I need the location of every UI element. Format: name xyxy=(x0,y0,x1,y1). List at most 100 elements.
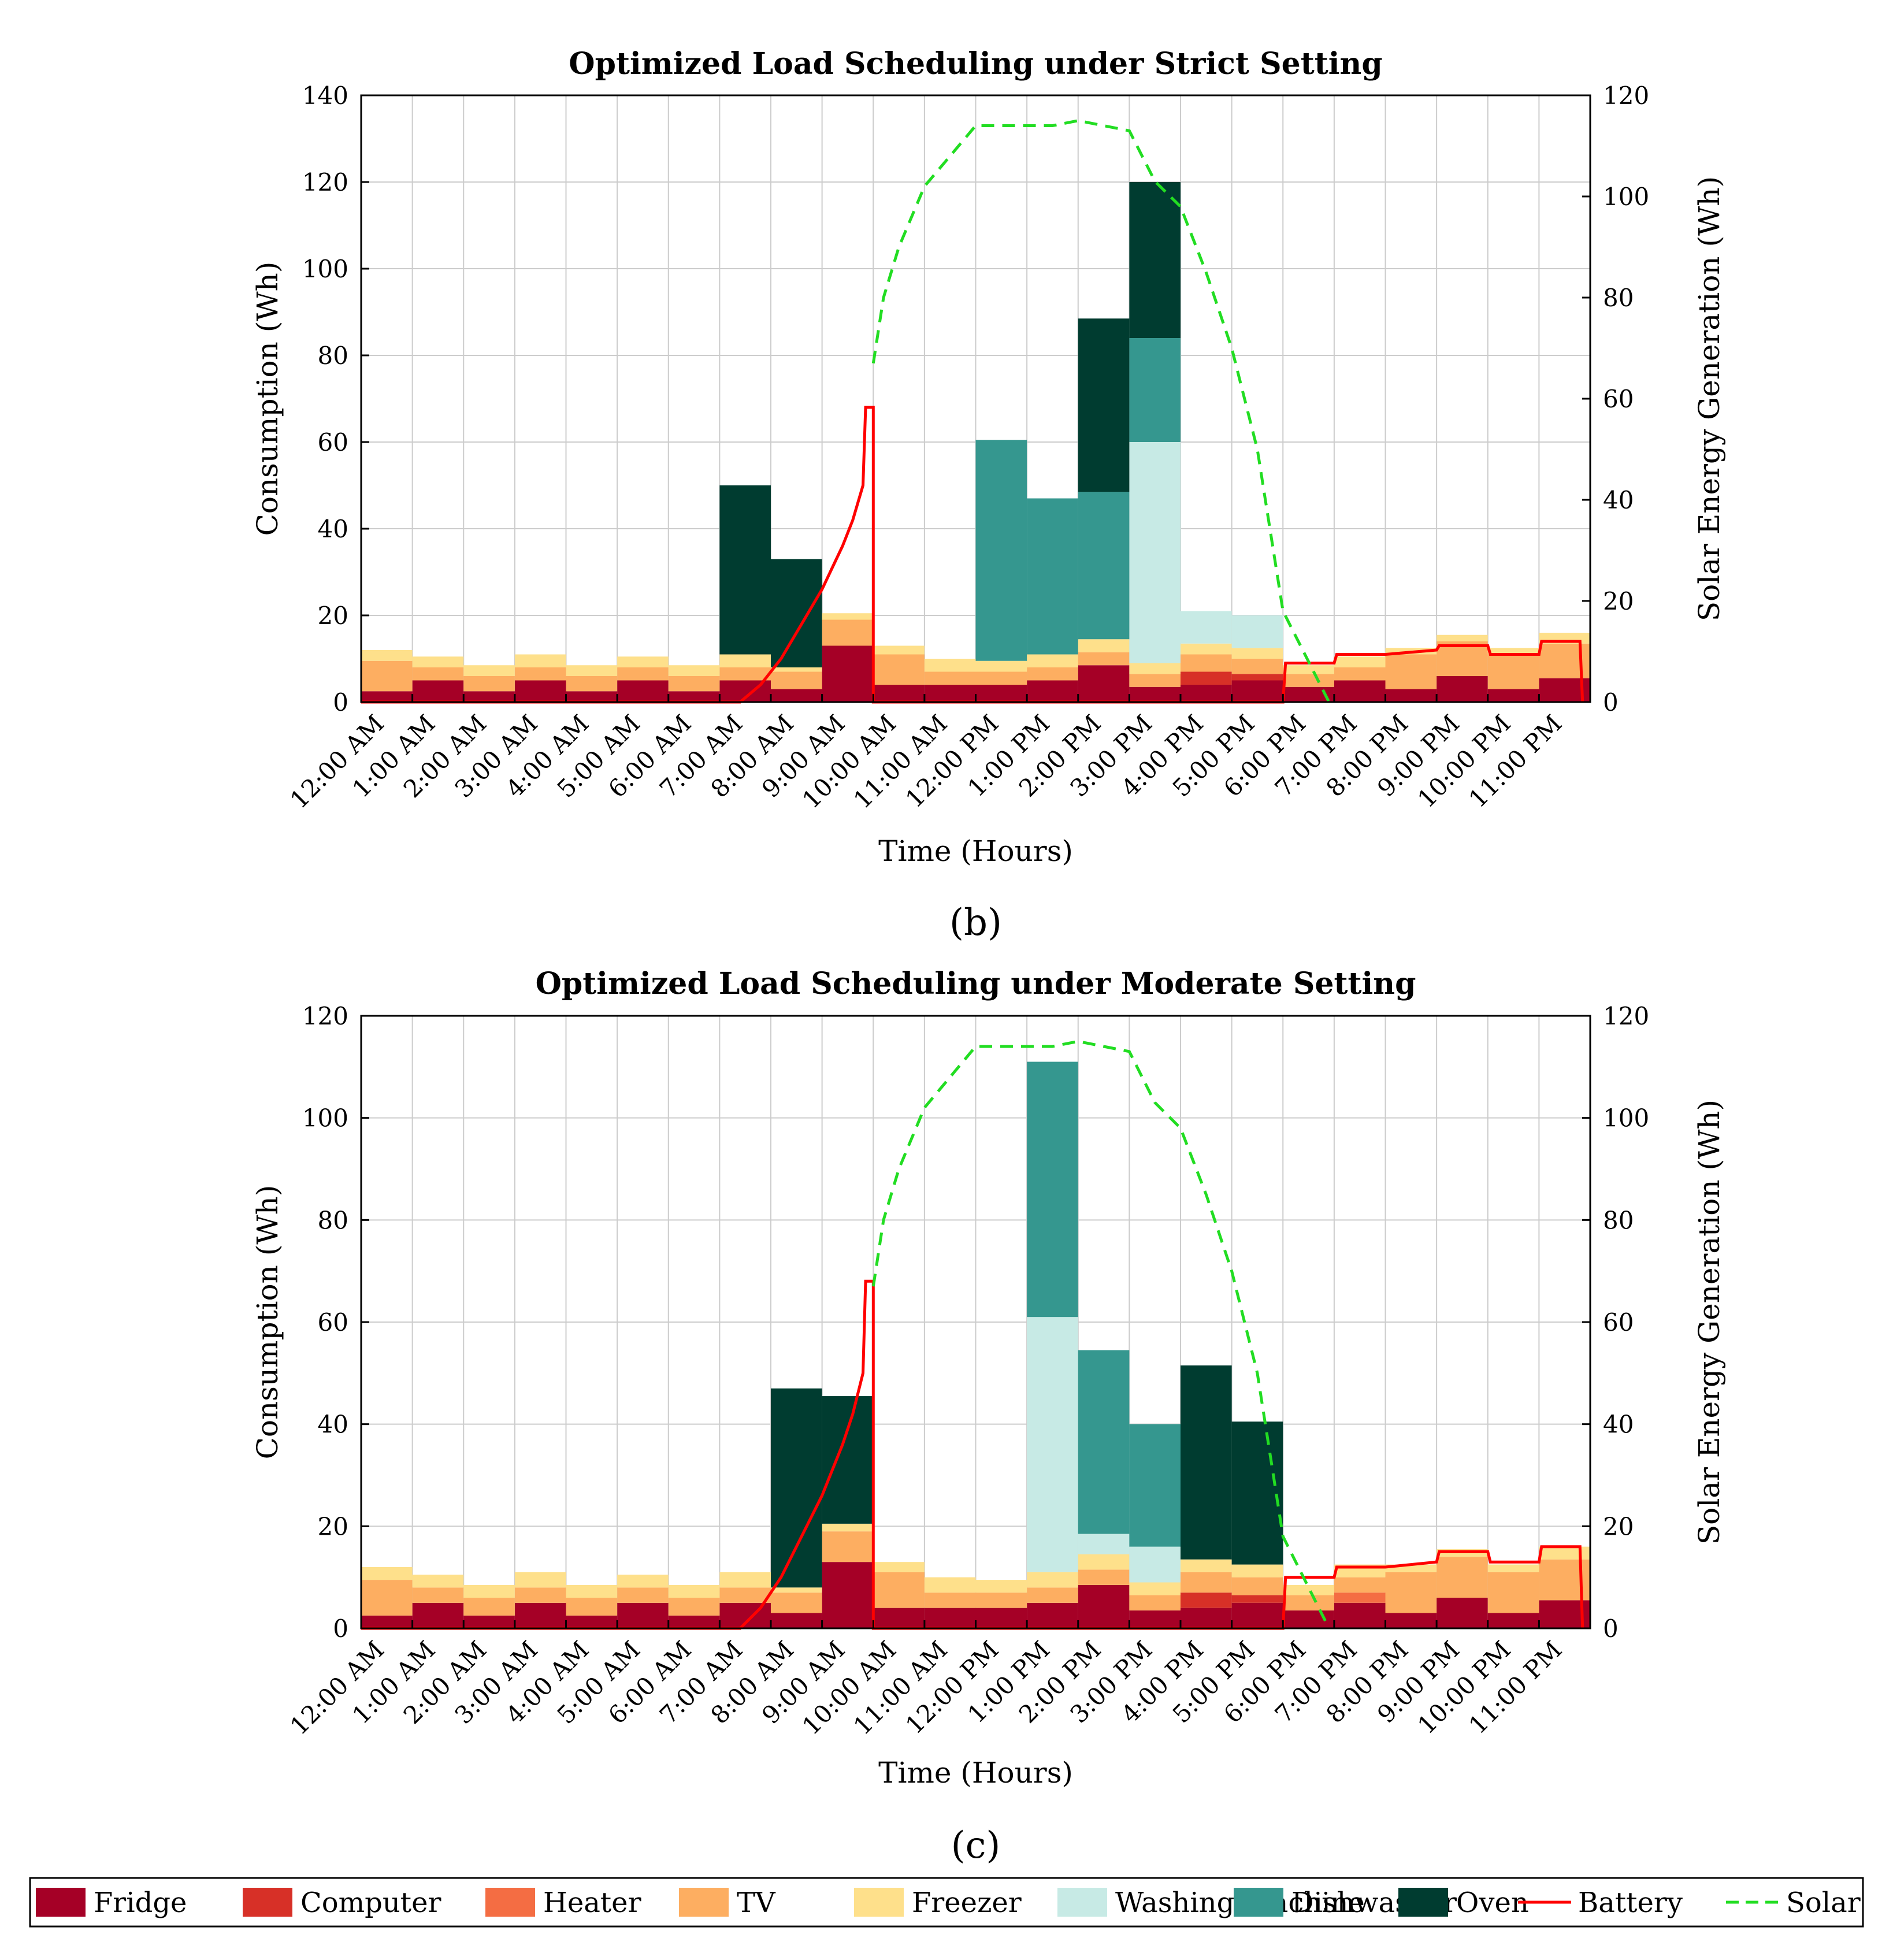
bar-heater xyxy=(1334,1592,1386,1603)
bar-dishwasher xyxy=(1129,1424,1181,1547)
bar-fridge xyxy=(412,680,464,702)
panel-label: (b) xyxy=(949,901,1002,944)
bar-fridge xyxy=(566,1615,618,1628)
y2-tick-label: 0 xyxy=(1603,688,1619,717)
bar-tv xyxy=(412,1587,464,1603)
legend: Fridge Computer Heater TV Freezer Washing Mac… xyxy=(29,1877,1864,1928)
bar-freezer xyxy=(514,1572,566,1588)
bar-tv xyxy=(617,1587,669,1603)
bar-fridge xyxy=(1487,1613,1539,1628)
legend-swatch-fridge xyxy=(36,1888,86,1917)
bar-oven xyxy=(1231,1421,1283,1565)
bar-computer xyxy=(1231,674,1283,681)
y2-axis-label: Solar Energy Generation (Wh) xyxy=(1692,176,1726,621)
y-tick-label: 20 xyxy=(318,602,348,630)
bar-tv xyxy=(361,1580,413,1616)
bar-fridge xyxy=(1181,1608,1232,1628)
bar-freezer xyxy=(771,667,822,672)
legend-swatch-dishwasher xyxy=(1234,1888,1283,1917)
bar-fridge xyxy=(1437,1598,1488,1628)
chart-title: Optimized Load Scheduling under Moderate… xyxy=(536,966,1416,1001)
y2-tick-label: 80 xyxy=(1603,284,1634,312)
bar-freezer xyxy=(668,1584,720,1598)
bar-oven xyxy=(1181,1365,1232,1560)
chart-title: Optimized Load Scheduling under Strict S… xyxy=(569,46,1382,81)
bar-freezer xyxy=(822,613,874,620)
bar-freezer xyxy=(1487,1564,1539,1572)
bar-fridge xyxy=(514,680,566,702)
bar-tv xyxy=(1487,654,1539,689)
bar-tv xyxy=(822,1531,874,1562)
bar-freezer xyxy=(463,1584,515,1598)
bar-tv xyxy=(873,654,925,685)
bar-tv xyxy=(1027,1587,1078,1603)
legend-label-heater: Heater xyxy=(543,1887,641,1919)
bar-freezer xyxy=(822,1523,874,1532)
bar-fridge xyxy=(566,691,618,702)
bar-tv xyxy=(566,676,618,692)
bar-freezer xyxy=(975,660,1027,672)
bar-fridge xyxy=(771,689,822,702)
bar-tv xyxy=(1181,1572,1232,1593)
bar-fridge xyxy=(1129,1610,1181,1628)
bar-washing-machine xyxy=(1078,1534,1130,1554)
bar-tv xyxy=(668,676,720,692)
bar-tv xyxy=(1437,1557,1488,1598)
bar-dishwasher xyxy=(1129,338,1181,442)
y2-tick-label: 20 xyxy=(1603,1512,1634,1540)
bar-computer xyxy=(1181,1592,1232,1608)
y2-tick-label: 80 xyxy=(1603,1206,1634,1234)
bar-tv xyxy=(719,1587,771,1603)
bar-computer xyxy=(1231,1595,1283,1603)
y-tick-label: 140 xyxy=(302,81,348,110)
bar-tv xyxy=(822,619,874,646)
bar-tv xyxy=(463,1598,515,1616)
y2-tick-label: 20 xyxy=(1603,587,1634,615)
y-tick-label: 40 xyxy=(318,515,348,543)
bar-fridge xyxy=(975,685,1027,702)
y-tick-label: 80 xyxy=(318,341,348,370)
bar-freezer xyxy=(1078,639,1130,652)
bar-oven xyxy=(1078,318,1130,492)
bar-tv xyxy=(1231,659,1283,674)
bar-freezer xyxy=(873,1562,925,1572)
bar-tv xyxy=(566,1598,618,1616)
bar-tv xyxy=(1385,1572,1437,1613)
bar-fridge xyxy=(771,1613,822,1628)
legend-label-freezer: Freezer xyxy=(912,1887,1022,1919)
bar-fridge xyxy=(1129,686,1181,702)
bar-freezer xyxy=(463,665,515,676)
panel-label: (c) xyxy=(951,1824,1001,1867)
bar-freezer xyxy=(1487,648,1539,655)
legend-label-computer: Computer xyxy=(300,1887,441,1919)
bar-washing-machine xyxy=(1129,442,1181,663)
bar-tv xyxy=(975,671,1027,685)
bar-oven xyxy=(771,1388,822,1588)
bar-tv xyxy=(617,667,669,681)
bar-fridge xyxy=(617,680,669,702)
bar-tv xyxy=(1078,1569,1130,1585)
y-tick-label: 0 xyxy=(333,688,348,717)
bar-fridge xyxy=(975,1608,1027,1628)
bar-fridge xyxy=(361,691,413,702)
bar-tv xyxy=(668,1598,720,1616)
y2-tick-label: 120 xyxy=(1603,1002,1649,1030)
legend-label-tv: TV xyxy=(737,1887,776,1919)
bar-freezer xyxy=(1539,1546,1590,1560)
bar-tv xyxy=(361,660,413,692)
bar-freezer xyxy=(873,645,925,655)
legend-swatch-oven xyxy=(1398,1888,1448,1917)
bar-dishwasher xyxy=(1078,1350,1130,1534)
bar-freezer xyxy=(514,654,566,667)
bar-tv xyxy=(924,1592,976,1608)
bar-freezer xyxy=(1334,656,1386,667)
bar-fridge xyxy=(924,685,976,702)
solar-line xyxy=(871,1040,1331,1629)
bar-freezer xyxy=(412,1575,464,1588)
x-axis-label: Time (Hours) xyxy=(878,1756,1073,1790)
bar-computer xyxy=(1181,671,1232,685)
bar-fridge xyxy=(1334,1602,1386,1628)
bar-fridge xyxy=(873,1608,925,1628)
bar-freezer xyxy=(719,654,771,667)
y-tick-label: 120 xyxy=(302,168,348,196)
